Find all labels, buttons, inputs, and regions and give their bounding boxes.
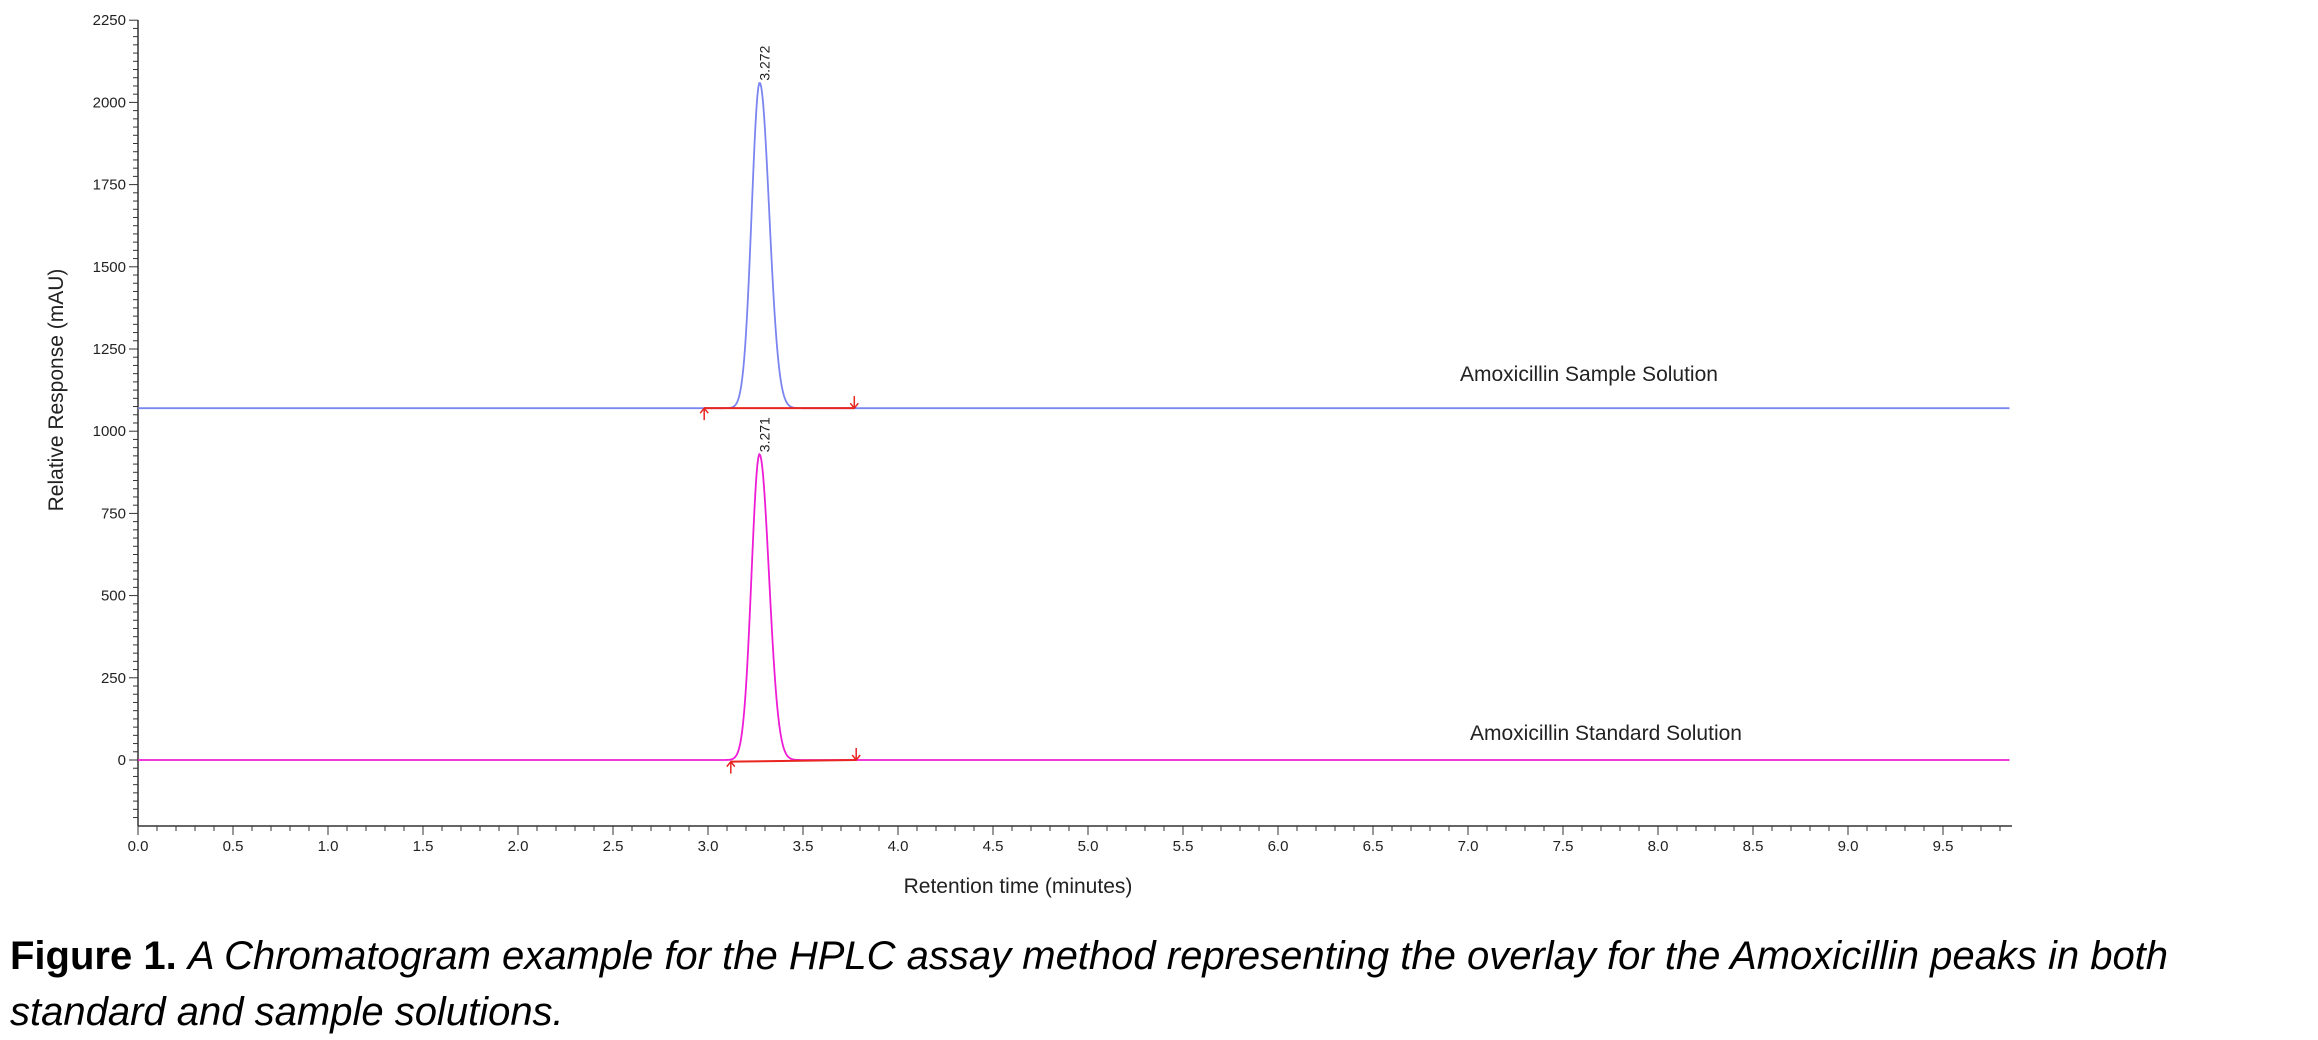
- x-tick-label: 0.5: [223, 838, 244, 855]
- x-tick-label: 2.5: [603, 838, 624, 855]
- x-tick-label: 8.5: [1743, 838, 1764, 855]
- caption-label: Figure 1.: [10, 934, 177, 978]
- figure-caption: Figure 1. A Chromatogram example for the…: [10, 928, 2310, 1040]
- standard-series: 3.271: [138, 417, 2010, 774]
- series-label-standard: Amoxicillin Standard Solution: [1470, 722, 1742, 745]
- x-tick-label: 0.0: [128, 838, 149, 855]
- y-tick-label: 750: [101, 505, 126, 522]
- x-tick-label: 2.0: [508, 838, 529, 855]
- y-tick-label: 1500: [93, 259, 126, 276]
- x-tick-label: 3.0: [698, 838, 719, 855]
- x-tick-label: 9.5: [1933, 838, 1954, 855]
- integration-start-marker: [699, 406, 709, 421]
- caption-text: A Chromatogram example for the HPLC assa…: [10, 934, 2169, 1034]
- x-tick-label: 3.5: [793, 838, 814, 855]
- y-tick-label: 1750: [93, 177, 126, 194]
- y-tick-label: 1000: [93, 423, 126, 440]
- x-axis-title: Retention time (minutes): [904, 875, 1133, 898]
- sample-series: 3.272: [138, 45, 2010, 421]
- integration-start-marker: [726, 760, 736, 774]
- y-tick-label: 250: [101, 670, 126, 687]
- x-tick-label: 1.5: [413, 838, 434, 855]
- x-axis-ticks: 0.0 0.5 1.0 1.5 2.0 2.5 3.0 3.5 4.0 4.5 5.0 5.5 6.0 6…: [128, 826, 2001, 855]
- x-tick-label: 1.0: [318, 838, 339, 855]
- peak-retention-label: 3.271: [756, 417, 772, 452]
- y-axis-ticks: 0 250 500 750 1000 1250 1500 1750 2000 2250: [93, 12, 138, 819]
- y-axis-title: Relative Response (mAU): [45, 269, 68, 512]
- x-tick-label: 7.0: [1458, 838, 1479, 855]
- y-tick-label: 2250: [93, 12, 126, 29]
- y-tick-label: 500: [101, 588, 126, 605]
- x-tick-label: 7.5: [1553, 838, 1574, 855]
- integration-baseline: [730, 759, 857, 763]
- y-tick-label: 2000: [93, 94, 126, 111]
- x-tick-label: 5.0: [1078, 838, 1099, 855]
- series-layer: 3.272 3.271: [138, 45, 2010, 774]
- chromatogram-trace: [138, 452, 2010, 761]
- integration-end-marker: [849, 396, 859, 410]
- y-tick-label: 0: [118, 752, 126, 769]
- x-tick-label: 4.0: [888, 838, 909, 855]
- x-tick-label: 8.0: [1648, 838, 1669, 855]
- peak-retention-label: 3.272: [757, 45, 773, 80]
- chromatogram-trace: [138, 81, 2010, 410]
- x-tick-label: 4.5: [983, 838, 1004, 855]
- series-label-sample: Amoxicillin Sample Solution: [1460, 363, 1718, 386]
- x-tick-label: 6.0: [1268, 838, 1289, 855]
- x-tick-label: 5.5: [1173, 838, 1194, 855]
- x-tick-label: 6.5: [1363, 838, 1384, 855]
- integration-end-marker: [851, 748, 861, 762]
- x-tick-label: 9.0: [1838, 838, 1859, 855]
- y-tick-label: 1250: [93, 341, 126, 358]
